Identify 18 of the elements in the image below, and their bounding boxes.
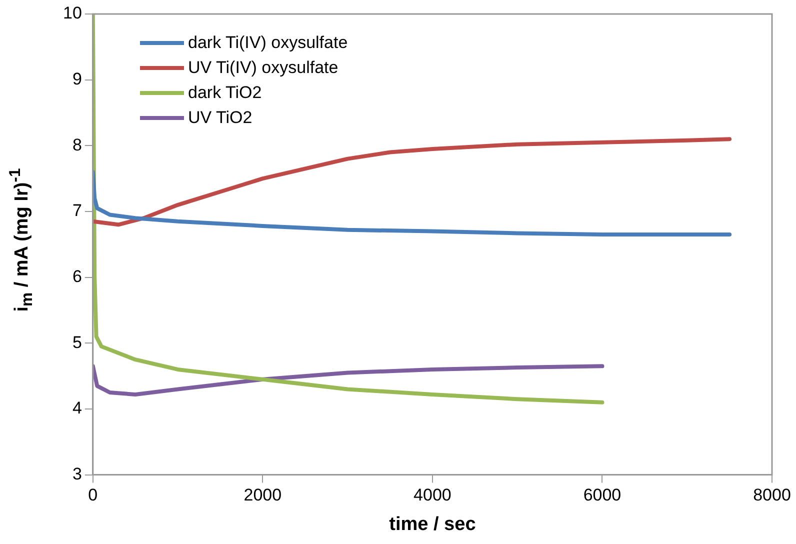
x-tick-label: 4000: [414, 486, 452, 505]
x-tick-label: 6000: [583, 486, 622, 505]
legend-label: dark TiO2: [188, 82, 262, 104]
x-axis-title: time / sec: [389, 514, 476, 535]
y-tick-label: 9: [72, 70, 82, 89]
y-tick-label: 10: [62, 4, 82, 23]
legend-label: UV TiO2: [188, 107, 252, 129]
y-tick-label: 5: [72, 332, 82, 352]
y-tick-label: 3: [72, 464, 82, 484]
y-tick-label: 4: [72, 398, 82, 418]
y-tick-label: 7: [72, 201, 82, 220]
x-tick-label: 2000: [244, 486, 282, 505]
y-tick-label: 6: [72, 267, 82, 286]
y-tick-label: 8: [72, 135, 82, 154]
x-tick-label: 0: [88, 486, 98, 505]
legend-label: dark Ti(IV) oxysulfate: [188, 32, 348, 54]
legend-label: UV Ti(IV) oxysulfate: [188, 57, 338, 79]
x-tick-label: 8000: [753, 486, 791, 505]
